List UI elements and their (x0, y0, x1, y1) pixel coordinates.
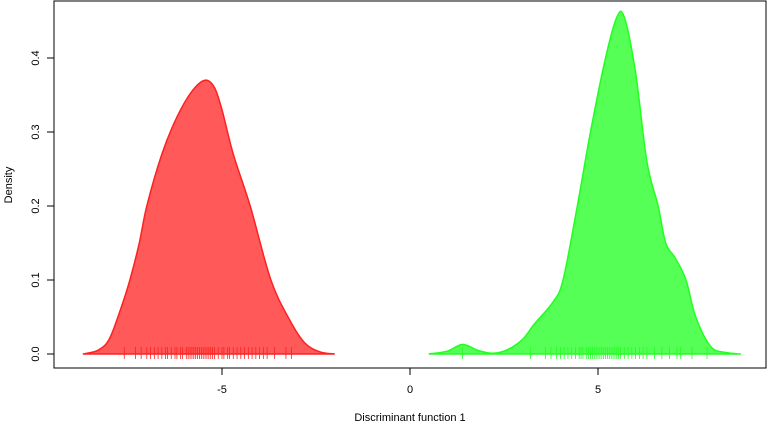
x-tick-label: 0 (407, 384, 413, 396)
y-tick-label: 0.0 (30, 346, 42, 361)
density-area-2 (428, 10, 741, 355)
density-area-1 (82, 79, 335, 355)
x-tick-label: 5 (595, 384, 601, 396)
axes-layer: -5 0 5 0.0 0.1 0.2 0.3 0.4 (30, 50, 601, 396)
y-tick-label: 0.1 (30, 272, 42, 287)
series-layer (82, 10, 741, 359)
y-axis-label: Density (3, 166, 15, 203)
y-tick-label: 0.3 (30, 124, 42, 139)
x-tick-label: -5 (217, 384, 227, 396)
x-axis-label: Discriminant function 1 (354, 412, 465, 423)
y-tick-label: 0.4 (30, 50, 42, 65)
y-tick-label: 0.2 (30, 198, 42, 213)
